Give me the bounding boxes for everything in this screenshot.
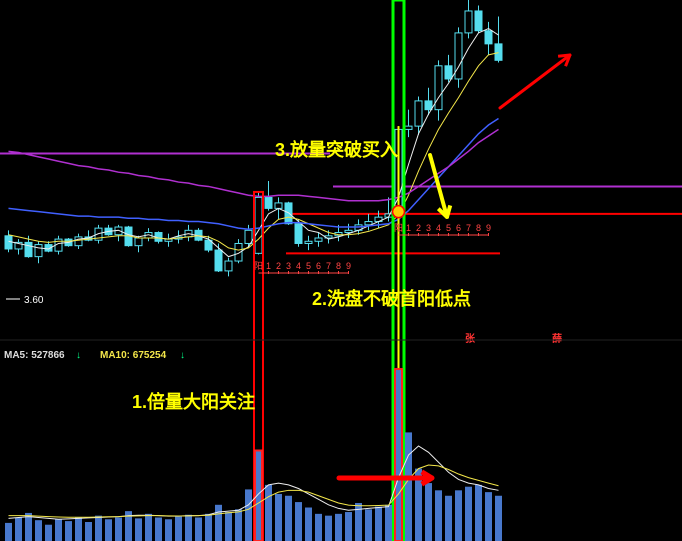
svg-text:8: 8 (336, 261, 341, 271)
svg-text:张: 张 (465, 332, 476, 345)
svg-text:MA5: 527866: MA5: 527866 (4, 350, 65, 361)
svg-text:1: 1 (266, 261, 271, 271)
svg-text:1.倍量大阳关注: 1.倍量大阳关注 (132, 391, 255, 412)
svg-text:3.60: 3.60 (24, 295, 44, 306)
svg-text:9: 9 (346, 261, 351, 271)
svg-text:↓: ↓ (76, 350, 81, 361)
svg-text:8: 8 (476, 223, 481, 233)
svg-text:3.放量突破买入: 3.放量突破买入 (275, 139, 398, 160)
svg-text:2: 2 (416, 223, 421, 233)
svg-text:1: 1 (406, 223, 411, 233)
chart-svg: 阳123456789阳1234567893.603.放量突破买入2.洗盘不破首阳… (0, 0, 682, 541)
svg-text:5: 5 (306, 261, 311, 271)
svg-text:2: 2 (276, 261, 281, 271)
svg-text:阳: 阳 (394, 223, 403, 233)
svg-text:7: 7 (466, 223, 471, 233)
chart-stage: 阳123456789阳1234567893.603.放量突破买入2.洗盘不破首阳… (0, 0, 682, 541)
svg-text:2.洗盘不破首阳低点: 2.洗盘不破首阳低点 (312, 288, 471, 309)
svg-text:薛: 薛 (552, 332, 562, 345)
svg-text:7: 7 (326, 261, 331, 271)
svg-text:3: 3 (286, 261, 291, 271)
svg-text:4: 4 (296, 261, 301, 271)
svg-text:3: 3 (426, 223, 431, 233)
svg-text:阳: 阳 (254, 261, 263, 271)
svg-text:↓: ↓ (180, 350, 185, 361)
svg-text:MA10: 675254: MA10: 675254 (100, 350, 167, 361)
svg-text:5: 5 (446, 223, 451, 233)
svg-text:4: 4 (436, 223, 441, 233)
svg-text:6: 6 (316, 261, 321, 271)
svg-text:9: 9 (486, 223, 491, 233)
svg-text:6: 6 (456, 223, 461, 233)
